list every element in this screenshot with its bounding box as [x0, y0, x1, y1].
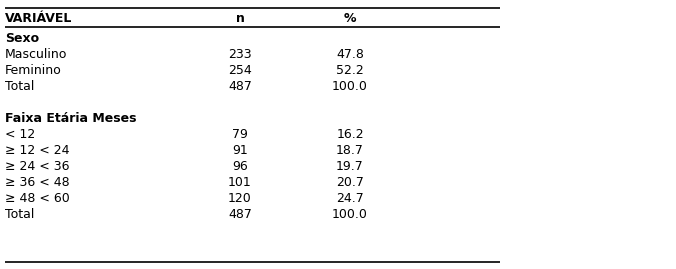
Text: n: n: [235, 12, 245, 25]
Text: 233: 233: [228, 48, 252, 61]
Text: %: %: [344, 12, 356, 25]
Text: 100.0: 100.0: [332, 80, 368, 93]
Text: 79: 79: [232, 128, 248, 141]
Text: 96: 96: [232, 160, 248, 173]
Text: 91: 91: [232, 144, 248, 157]
Text: Total: Total: [5, 80, 34, 93]
Text: 254: 254: [228, 64, 252, 77]
Text: ≥ 48 < 60: ≥ 48 < 60: [5, 192, 70, 205]
Text: 120: 120: [228, 192, 252, 205]
Text: 20.7: 20.7: [336, 176, 364, 189]
Text: Masculino: Masculino: [5, 48, 68, 61]
Text: 101: 101: [228, 176, 252, 189]
Text: Feminino: Feminino: [5, 64, 62, 77]
Text: 47.8: 47.8: [336, 48, 364, 61]
Text: < 12: < 12: [5, 128, 35, 141]
Text: VARIÁVEL: VARIÁVEL: [5, 12, 72, 25]
Text: ≥ 24 < 36: ≥ 24 < 36: [5, 160, 70, 173]
Text: 100.0: 100.0: [332, 208, 368, 221]
Text: 52.2: 52.2: [336, 64, 364, 77]
Text: Total: Total: [5, 208, 34, 221]
Text: 487: 487: [228, 80, 252, 93]
Text: 18.7: 18.7: [336, 144, 364, 157]
Text: ≥ 36 < 48: ≥ 36 < 48: [5, 176, 70, 189]
Text: ≥ 12 < 24: ≥ 12 < 24: [5, 144, 70, 157]
Text: 24.7: 24.7: [336, 192, 364, 205]
Text: 487: 487: [228, 208, 252, 221]
Text: Sexo: Sexo: [5, 32, 39, 45]
Text: Faixa Etária Meses: Faixa Etária Meses: [5, 112, 137, 125]
Text: 16.2: 16.2: [336, 128, 364, 141]
Text: 19.7: 19.7: [336, 160, 364, 173]
